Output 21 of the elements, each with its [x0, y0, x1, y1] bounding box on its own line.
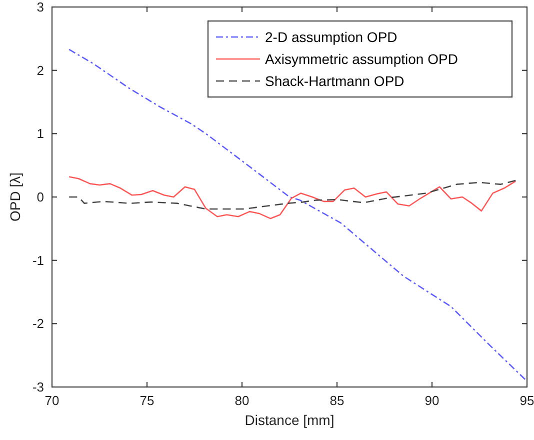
line-series [68, 48, 526, 380]
x-tick-label: 85 [330, 393, 344, 408]
line-series [68, 180, 516, 210]
x-tick-label: 75 [140, 393, 154, 408]
x-tick-label: 90 [424, 393, 440, 408]
legend-label: Shack-Hartmann OPD [265, 73, 404, 89]
x-tick-label: 80 [234, 393, 250, 408]
y-tick-label: -1 [32, 252, 44, 268]
y-tick-label: 2 [36, 62, 44, 78]
legend-label: Axisymmetric assumption OPD [265, 51, 458, 67]
legend-label: 2-D assumption OPD [265, 29, 398, 45]
y-tick-label: -2 [32, 316, 44, 332]
y-axis-title: OPD [λ] [7, 172, 23, 222]
y-tick-label: 3 [36, 0, 44, 14]
line-series [68, 176, 516, 220]
y-tick-label: 0 [36, 190, 44, 204]
y-tick-label: 1 [36, 126, 44, 142]
x-axis-title: Distance [mm] [244, 412, 334, 428]
x-tick-label: 95 [520, 393, 534, 408]
y-tick-label: -3 [32, 380, 44, 394]
x-tick-label: 70 [44, 393, 60, 408]
